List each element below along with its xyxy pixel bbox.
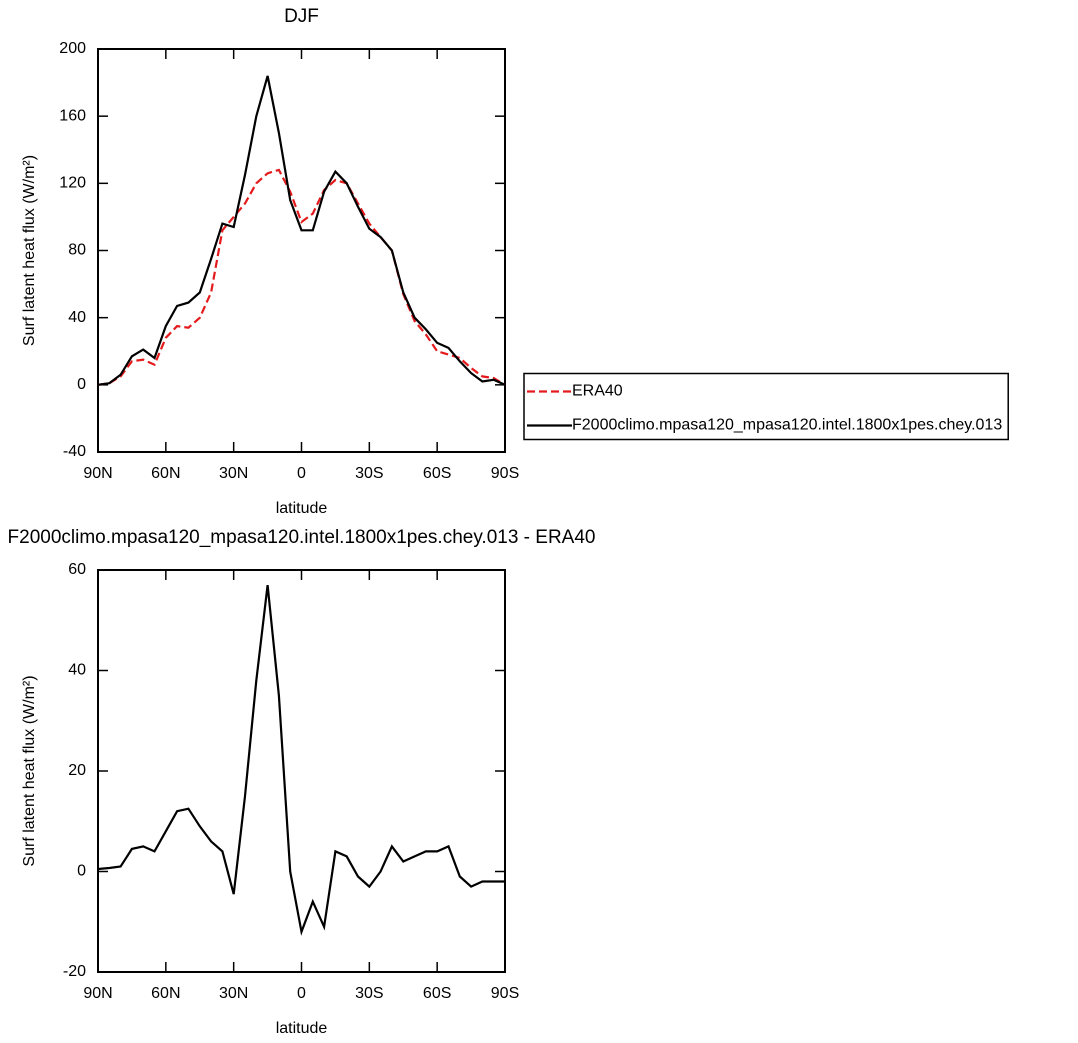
chart-title: F2000climo.mpasa120_mpasa120.intel.1800x… — [8, 527, 596, 548]
legend-label: F2000climo.mpasa120_mpasa120.intel.1800x… — [572, 417, 1002, 434]
x-tick-label: 90S — [491, 985, 519, 1002]
data-line — [97, 75, 506, 386]
data-line — [97, 584, 505, 936]
y-tick-label: 160 — [59, 107, 86, 124]
y-tick-label: 40 — [68, 662, 86, 679]
y-axis-label: Surf latent heat flux (W/m²) — [21, 675, 38, 866]
y-tick-label: 20 — [68, 762, 86, 779]
y-tick-label: 120 — [59, 175, 86, 192]
data-line — [97, 168, 506, 386]
y-tick-label: -40 — [63, 443, 86, 460]
y-tick-label: 80 — [68, 242, 86, 259]
y-tick-label: 60 — [68, 561, 86, 578]
y-tick-label: 40 — [68, 309, 86, 326]
x-tick-label: 30N — [219, 985, 248, 1002]
x-tick-label: 30S — [355, 985, 383, 1002]
x-axis-label: latitude — [276, 500, 328, 517]
x-tick-label: 60S — [423, 465, 451, 482]
x-axis-label: latitude — [276, 1020, 328, 1037]
y-tick-label: 0 — [77, 376, 86, 393]
legend: ERA40 F2000climo.mpasa120_mpasa120.intel.… — [523, 372, 1009, 441]
plot-frame — [97, 569, 506, 973]
x-tick-label: 90S — [491, 465, 519, 482]
y-tick-label: -20 — [63, 963, 86, 980]
x-tick-label: 60N — [151, 465, 180, 482]
x-tick-label: 90N — [83, 465, 112, 482]
y-tick-label: 0 — [77, 863, 86, 880]
x-tick-label: 30N — [219, 465, 248, 482]
y-tick-label: 200 — [59, 40, 86, 57]
plot-frame — [97, 48, 506, 453]
x-tick-label: 60N — [151, 985, 180, 1002]
x-tick-label: 0 — [297, 465, 306, 482]
legend-box — [523, 372, 1009, 441]
x-tick-label: 0 — [297, 985, 306, 1002]
chart-title: DJF — [284, 6, 319, 27]
legend-label: ERA40 — [572, 383, 623, 400]
x-tick-label: 30S — [355, 465, 383, 482]
x-tick-label: 90N — [83, 985, 112, 1002]
x-tick-label: 60S — [423, 985, 451, 1002]
y-axis-label: Surf latent heat flux (W/m²) — [21, 155, 38, 346]
